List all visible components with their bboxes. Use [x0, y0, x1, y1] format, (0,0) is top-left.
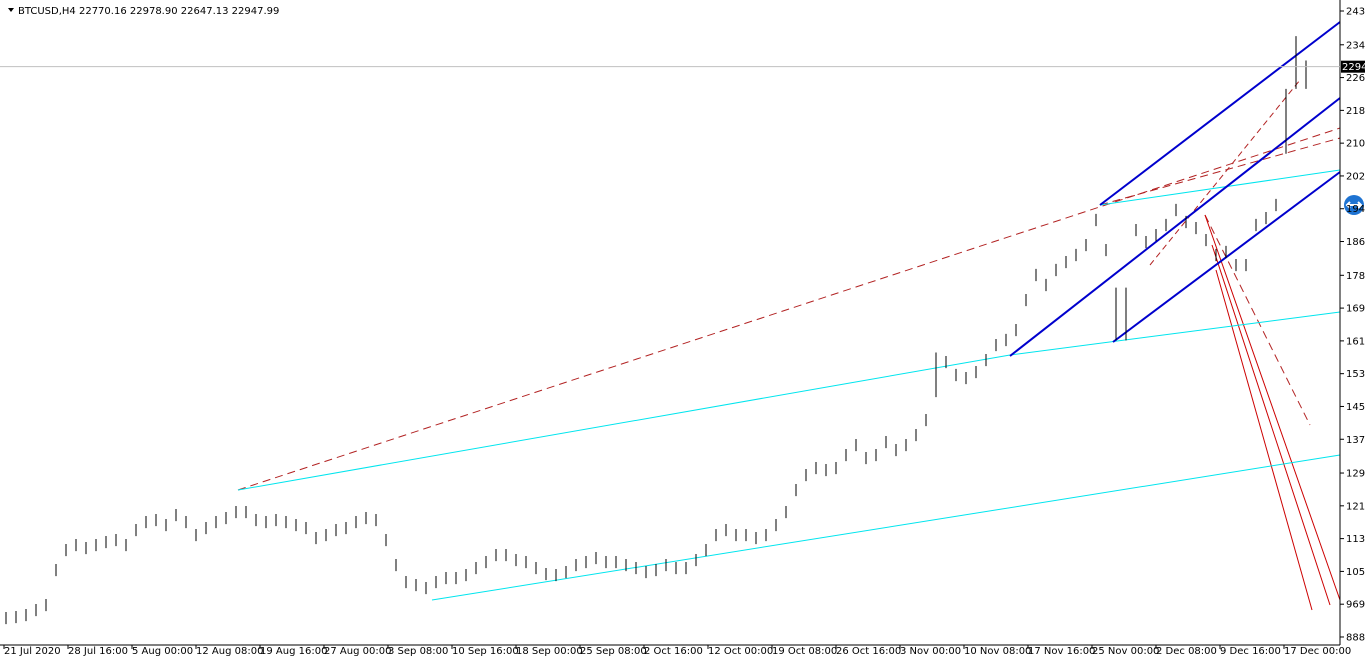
- current-price-box: [1341, 60, 1365, 73]
- y-tick-label: 12928.20: [1346, 469, 1365, 480]
- y-tick-label: 22679.20: [1346, 73, 1365, 84]
- y-tick-label: 21062.20: [1346, 139, 1365, 150]
- price-bars: [5, 36, 1307, 625]
- y-tick-label: 23487.70: [1346, 40, 1365, 51]
- x-tick-label: 28 Jul 16:00: [68, 646, 128, 657]
- x-tick-label: 19 Aug 16:00: [260, 646, 327, 657]
- x-tick-label: 17 Nov 16:00: [1028, 646, 1095, 657]
- trendline: [237, 354, 1011, 491]
- trendline: [1099, 137, 1341, 206]
- x-tick-label: 25 Nov 00:00: [1092, 646, 1159, 657]
- fan-line: [1215, 269, 1313, 611]
- y-tick-label: 11311.20: [1346, 534, 1365, 545]
- x-tick-label: 10 Sep 16:00: [452, 646, 519, 657]
- y-tick-label: 10502.70: [1346, 567, 1365, 578]
- y-tick-label: 17803.70: [1346, 271, 1365, 282]
- x-tick-label: 25 Sep 08:00: [580, 646, 647, 657]
- channel-line: [1009, 97, 1341, 357]
- trendline: [1009, 311, 1341, 356]
- x-tick-label: 2 Oct 16:00: [644, 646, 703, 657]
- trendline: [1099, 169, 1341, 206]
- y-tick-label: 21870.70: [1346, 106, 1365, 117]
- x-tick-label: 3 Nov 00:00: [900, 646, 961, 657]
- trendline: [237, 127, 1341, 491]
- y-tick-label: 13761.20: [1346, 435, 1365, 446]
- y-tick-label: 15378.20: [1346, 369, 1365, 380]
- fan-line: [1211, 244, 1331, 606]
- x-tick-label: 19 Oct 08:00: [772, 646, 837, 657]
- y-tick-label: 8885.70: [1346, 632, 1365, 643]
- y-tick-label: 14569.70: [1346, 402, 1365, 413]
- current-price-label: 22947.99: [1342, 62, 1365, 73]
- x-tick-label: 18 Sep 00:00: [516, 646, 583, 657]
- x-tick-label: 2 Dec 08:00: [1156, 646, 1217, 657]
- x-tick-label: 5 Aug 00:00: [132, 646, 193, 657]
- y-tick-label: 16186.70: [1346, 336, 1365, 347]
- y-tick-label: 20253.70: [1346, 171, 1365, 182]
- y-tick-label: 12119.70: [1346, 501, 1365, 512]
- trendline: [1204, 214, 1311, 426]
- x-tick-label: 3 Sep 08:00: [388, 646, 448, 657]
- teamviewer-arrows: [1345, 201, 1363, 209]
- y-tick-label: 24320.70: [1346, 7, 1365, 18]
- fan-line: [1204, 214, 1341, 601]
- channel-line: [1099, 21, 1341, 206]
- trendlines: [237, 21, 1341, 611]
- y-tick-label: 19445.20: [1346, 204, 1365, 215]
- x-tick-label: 9 Dec 16:00: [1220, 646, 1281, 657]
- x-tick-label: 26 Oct 16:00: [836, 646, 901, 657]
- x-tick-label: 17 Dec 00:00: [1284, 646, 1351, 657]
- y-tick-label: 9694.20: [1346, 600, 1365, 611]
- y-tick-label: 16995.20: [1346, 304, 1365, 315]
- menu-arrow[interactable]: [8, 8, 14, 12]
- x-tick-label: 10 Nov 08:00: [964, 646, 1031, 657]
- x-tick-label: 21 Jul 2020: [4, 646, 61, 657]
- x-tick-label: 12 Aug 08:00: [196, 646, 263, 657]
- x-tick-label: 12 Oct 00:00: [708, 646, 773, 657]
- chart-header: BTCUSD,H4 22770.16 22978.90 22647.13 229…: [18, 6, 279, 17]
- x-tick-label: 27 Aug 00:00: [324, 646, 391, 657]
- trendline: [431, 454, 1341, 601]
- y-tick-label: 18636.70: [1346, 237, 1365, 248]
